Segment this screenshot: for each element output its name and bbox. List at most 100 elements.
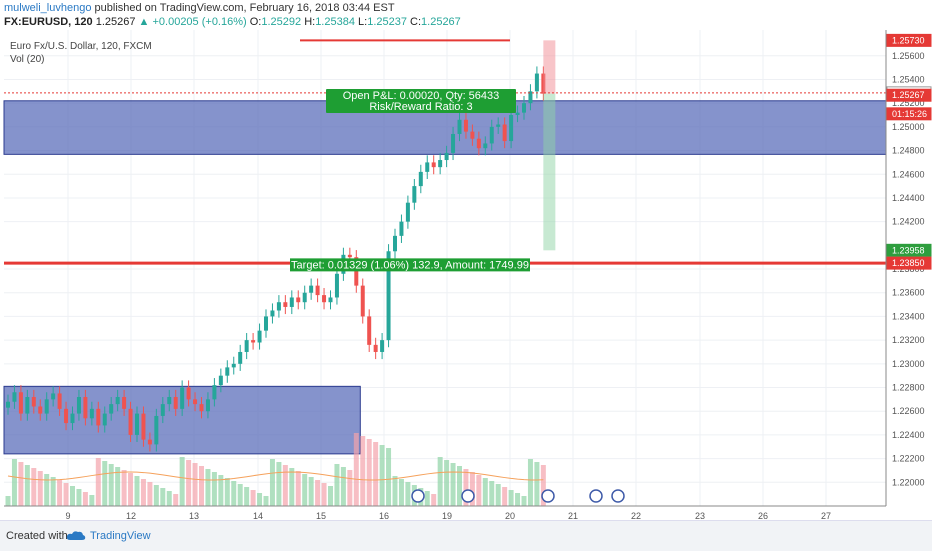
volume-bar bbox=[321, 483, 327, 506]
volume-bar bbox=[482, 478, 488, 506]
volume-bar bbox=[179, 457, 185, 506]
candle bbox=[489, 119, 494, 151]
candle bbox=[496, 117, 501, 134]
candle-body bbox=[128, 408, 133, 435]
candle bbox=[431, 155, 436, 175]
price-axis[interactable]: 1.25600 1.25400 1.25200 1.25000 1.24800 1.246… bbox=[885, 30, 932, 520]
volume-histogram bbox=[5, 433, 546, 506]
candle bbox=[147, 432, 152, 452]
volume-bar bbox=[469, 472, 475, 506]
price-chart[interactable]: Open P&L: 0.00020, Qty: 56433Risk/Reward… bbox=[0, 30, 932, 520]
candle bbox=[193, 392, 198, 412]
close-label: C: bbox=[410, 16, 422, 28]
candle-body bbox=[244, 340, 249, 352]
candle-body bbox=[528, 91, 533, 104]
candle-body bbox=[180, 387, 185, 409]
volume-bar bbox=[366, 439, 372, 506]
candle bbox=[360, 278, 365, 324]
candle bbox=[141, 406, 146, 447]
candle-body bbox=[302, 292, 307, 303]
candle bbox=[64, 401, 69, 431]
volume-bar bbox=[534, 462, 540, 506]
volume-bar bbox=[121, 470, 127, 506]
time-tick-label: 15 bbox=[316, 511, 326, 520]
candle-body bbox=[283, 302, 288, 307]
candle bbox=[393, 228, 397, 259]
volume-bar bbox=[140, 479, 146, 506]
candle-body bbox=[257, 330, 262, 343]
close-value: 1.25267 bbox=[421, 16, 461, 28]
economic-event-flag-icon bbox=[411, 489, 425, 503]
candle-body bbox=[186, 387, 191, 400]
volume-bar bbox=[295, 471, 301, 506]
volume-bar bbox=[527, 459, 533, 506]
stop-zone bbox=[543, 40, 556, 94]
candle-body bbox=[6, 401, 10, 408]
candle-body bbox=[64, 408, 69, 424]
volume-bar bbox=[386, 448, 392, 506]
open-pnl-label: Open P&L: 0.00020, Qty: 56433 bbox=[343, 90, 500, 102]
candle-body bbox=[141, 413, 146, 440]
candle bbox=[205, 392, 210, 419]
candle-body bbox=[470, 131, 475, 139]
tradingview-brand-link[interactable]: TradingView bbox=[90, 530, 151, 542]
price-tick-label: 1.24600 bbox=[892, 169, 925, 179]
candle bbox=[6, 394, 10, 415]
volume-bar bbox=[373, 442, 379, 506]
volume-bar bbox=[115, 467, 121, 506]
volume-bar bbox=[57, 480, 63, 506]
candle bbox=[522, 96, 526, 120]
candle-body bbox=[251, 340, 256, 343]
candle-body bbox=[354, 257, 359, 286]
volume-bar bbox=[444, 460, 450, 506]
candle bbox=[109, 396, 114, 421]
candle-body bbox=[109, 404, 114, 414]
volume-bar bbox=[24, 465, 30, 506]
candle bbox=[173, 389, 178, 416]
candle bbox=[238, 344, 243, 371]
candle-body bbox=[425, 162, 430, 172]
candle-body bbox=[76, 396, 81, 414]
candle bbox=[283, 295, 288, 315]
candle-body bbox=[438, 160, 443, 168]
target-box bbox=[290, 258, 530, 272]
time-tick-label: 27 bbox=[821, 511, 831, 520]
volume-bar bbox=[353, 433, 359, 506]
candle bbox=[264, 309, 268, 338]
author-link[interactable]: mulweli_luvhengo bbox=[4, 2, 92, 14]
candle-body bbox=[360, 285, 365, 317]
price-tag-bg bbox=[886, 33, 932, 47]
price-tick-label: 1.22800 bbox=[892, 383, 925, 393]
candle bbox=[367, 309, 372, 352]
candle-body bbox=[122, 396, 127, 409]
candle-body bbox=[431, 162, 436, 168]
candle-body bbox=[276, 302, 281, 311]
economic-event-flag-icon bbox=[589, 489, 603, 503]
candle bbox=[44, 392, 49, 421]
candle-body bbox=[489, 126, 494, 144]
time-axis[interactable]: 9 12 13 14 15 16 19 20 21 22 23 26 27 bbox=[4, 489, 886, 520]
volume-bar bbox=[450, 463, 456, 506]
candle bbox=[135, 406, 139, 443]
candle-body bbox=[154, 415, 159, 445]
candle bbox=[315, 278, 320, 303]
volume-bar bbox=[508, 490, 514, 506]
candle bbox=[257, 323, 262, 350]
candle bbox=[31, 389, 36, 414]
candle-body bbox=[534, 73, 539, 92]
publish-info: mulweli_luvhengo published on TradingVie… bbox=[4, 2, 395, 14]
candle bbox=[296, 290, 301, 310]
candle-body bbox=[231, 363, 236, 368]
candle bbox=[199, 396, 204, 419]
volume-bar bbox=[328, 486, 333, 506]
time-tick-label: 23 bbox=[695, 511, 705, 520]
volume-bar bbox=[76, 489, 82, 506]
candle-body bbox=[173, 396, 178, 409]
candle bbox=[251, 333, 256, 350]
volume-bar bbox=[134, 476, 140, 506]
candle bbox=[399, 214, 404, 243]
volume-bar bbox=[398, 479, 404, 506]
time-tick-label: 26 bbox=[758, 511, 768, 520]
candle-body bbox=[418, 171, 423, 187]
volume-bar bbox=[250, 490, 256, 506]
